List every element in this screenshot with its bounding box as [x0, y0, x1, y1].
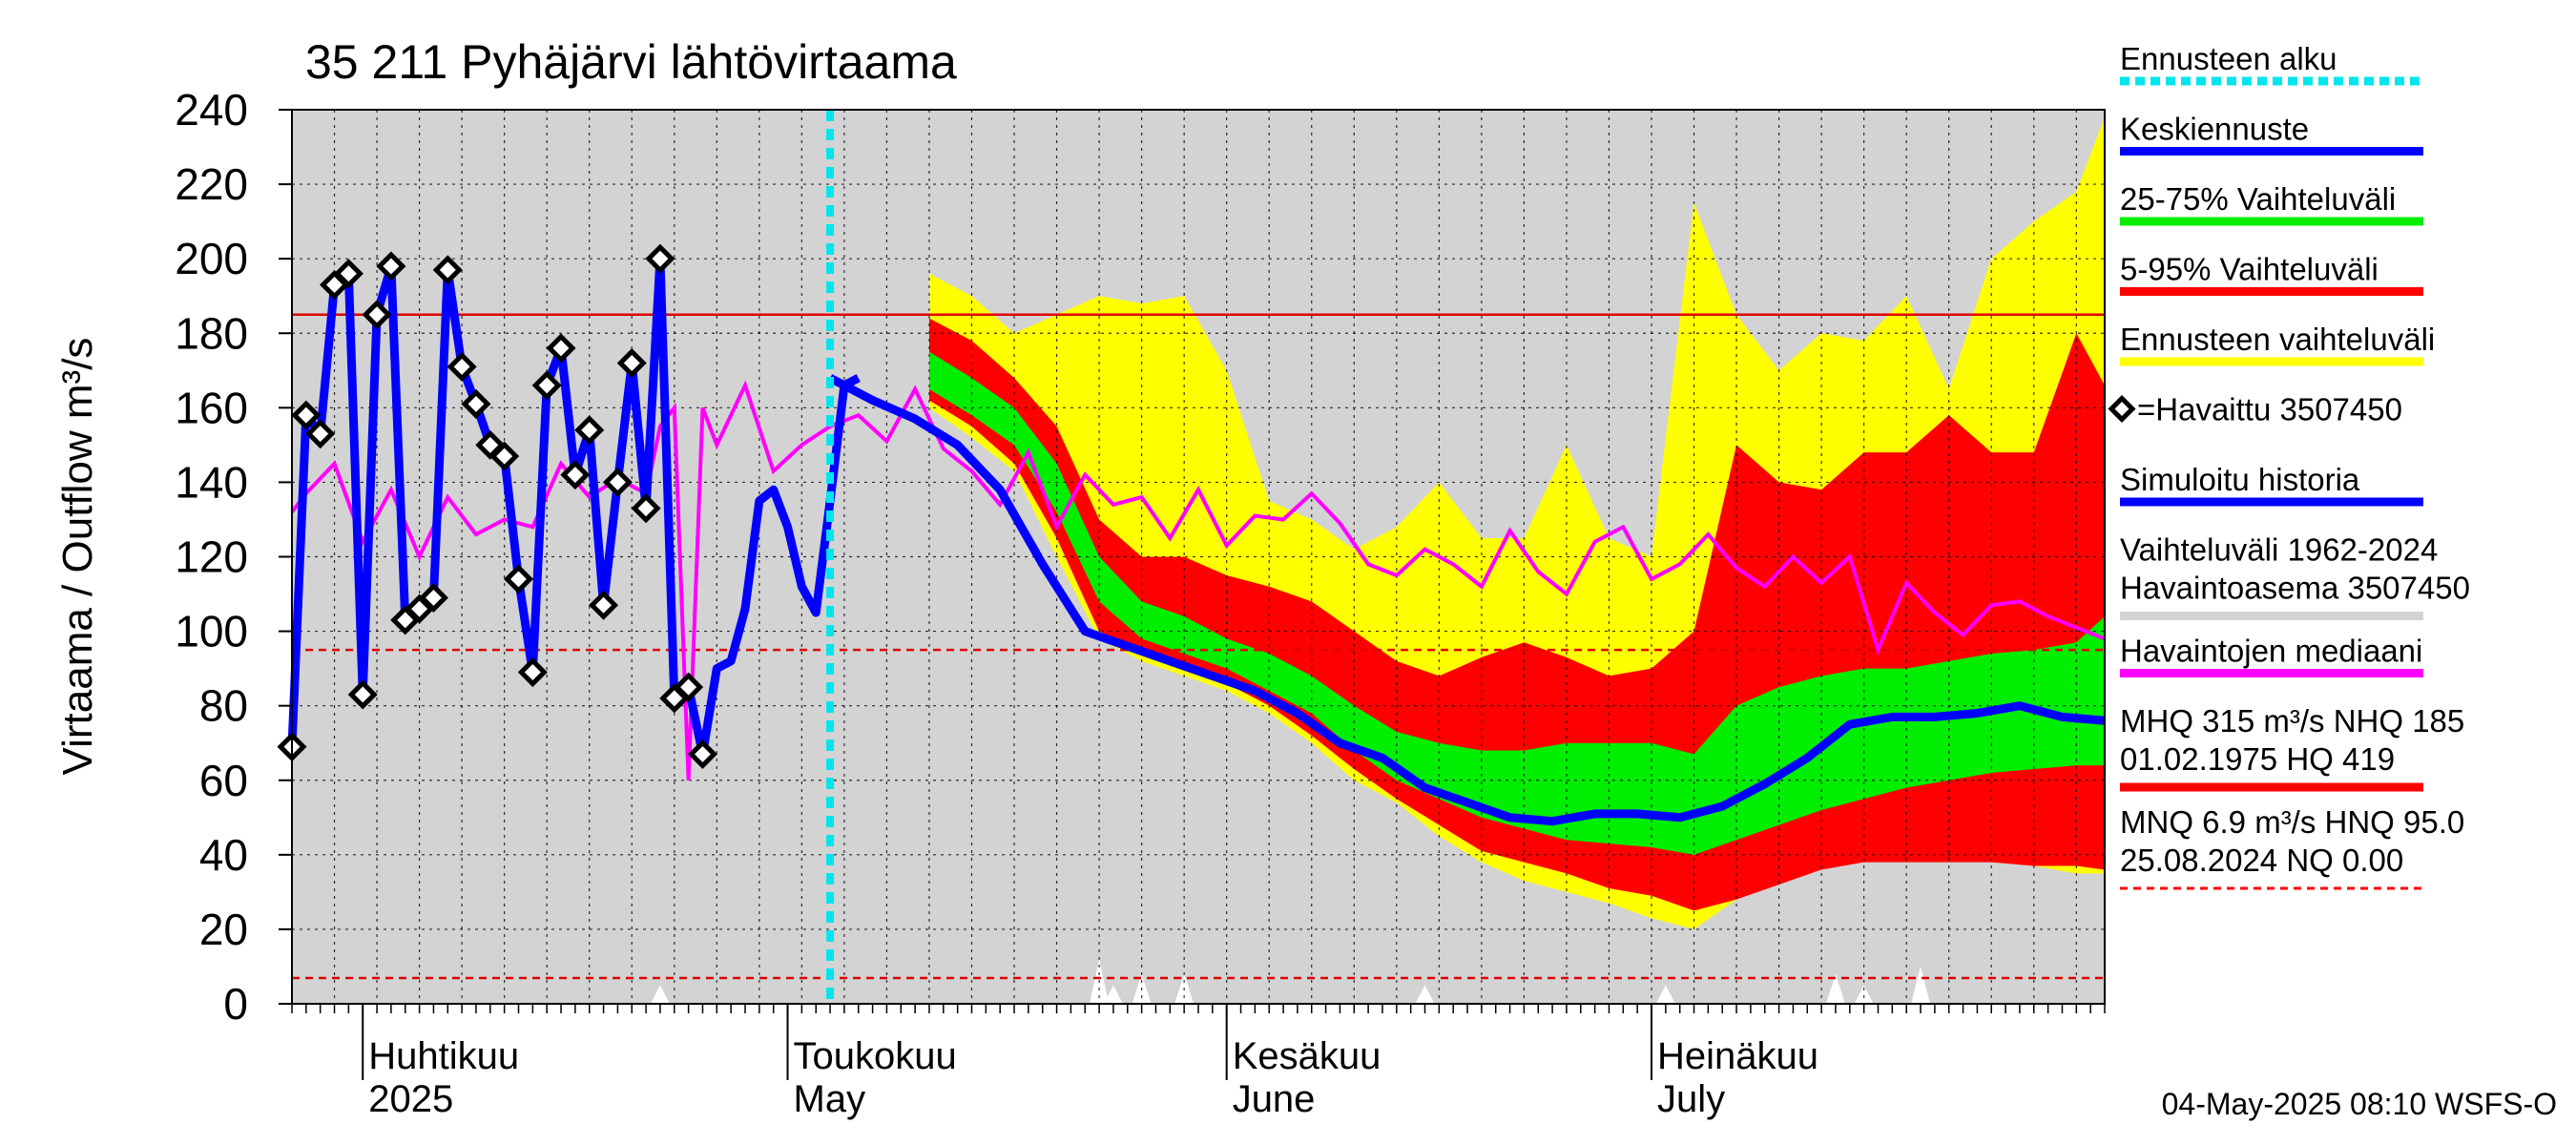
month-label-en: June [1233, 1078, 1316, 1120]
observed-marker [560, 460, 591, 490]
month-label-en: July [1657, 1078, 1725, 1120]
observed-marker [432, 255, 463, 285]
bottom-spike [1655, 985, 1675, 1004]
observed-marker [616, 347, 647, 379]
month-label-fi: Toukokuu [794, 1035, 957, 1077]
bottom-spike [1103, 985, 1123, 1004]
legend-label: 5-95% Vaihteluväli [2120, 252, 2379, 287]
legend-label-2: 01.02.1975 HQ 419 [2120, 741, 2395, 777]
axes: 0 20 40 60 80 100 120 140 160 180 200 220 240 Huhtiku… [54, 85, 2106, 1120]
y-tick-label: 100 [175, 607, 248, 656]
month-label-fi: Heinäkuu [1657, 1035, 1818, 1077]
observed-marker [461, 388, 491, 419]
observed-marker [447, 351, 477, 382]
legend-label: Simuloitu historia [2120, 462, 2360, 497]
observed-marker [546, 333, 576, 364]
month-label-fi: Huhtikuu [368, 1035, 519, 1077]
observed-marker [305, 419, 336, 449]
observed-marker [631, 493, 661, 524]
legend-label: =Havaittu 3507450 [2137, 392, 2402, 427]
y-axis-label: Virtaama / Outflow m³/s [54, 338, 101, 776]
y-tick-label: 200 [175, 234, 248, 283]
y-tick-label: 160 [175, 383, 248, 432]
observed-marker [333, 259, 364, 289]
plot-area [292, 110, 2105, 1004]
legend-label: Keskiennuste [2120, 112, 2309, 147]
chart-title: 35 211 Pyhäjärvi lähtövirtaama [305, 35, 957, 89]
observed-marker [517, 656, 548, 688]
mean-forecast-line [827, 374, 2106, 826]
legend-label: Ennusteen alku [2120, 41, 2337, 76]
observed-marker [503, 564, 534, 594]
observed-marker [589, 590, 619, 620]
legend-label: MHQ 315 m³/s NHQ 185 [2120, 703, 2464, 739]
observed-marker [674, 672, 704, 702]
grid [277, 109, 2106, 1005]
observed-marker [376, 251, 406, 281]
month-label-en: May [794, 1078, 866, 1120]
bottom-spike [1911, 966, 1931, 1004]
legend-label: Vaihteluväli 1962-2024 [2120, 532, 2438, 568]
observed-marker [602, 467, 633, 497]
legend-label: MNQ 6.9 m³/s HNQ 95.0 [2120, 804, 2464, 840]
observed-marker [362, 300, 392, 330]
observed-marker [418, 582, 448, 613]
bottom-spike [1825, 973, 1845, 1004]
y-tick-label: 240 [175, 85, 248, 135]
y-tick-label: 120 [175, 532, 248, 582]
observed-marker [687, 739, 718, 769]
y-tick-label: 20 [199, 905, 248, 954]
footer-timestamp: 04-May-2025 08:10 WSFS-O [2162, 1087, 2557, 1121]
p25-75-band [928, 351, 2105, 855]
legend-marker [2108, 394, 2136, 424]
observed-marker [489, 441, 520, 471]
observed-marker [531, 370, 562, 401]
y-tick-label: 40 [199, 830, 248, 880]
y-tick-label: 60 [199, 756, 248, 805]
legend-label-2: Havaintoasema 3507450 [2120, 571, 2470, 606]
y-tick-label: 140 [175, 457, 248, 507]
bottom-spike [1415, 985, 1435, 1004]
observed-marker [291, 400, 322, 430]
bottom-spike [1854, 985, 1874, 1004]
observed-marker [574, 415, 605, 446]
legend-label: 25-75% Vaihteluväli [2120, 181, 2396, 217]
observed-marker [645, 243, 675, 274]
y-tick-label: 80 [199, 681, 248, 731]
observed-marker [347, 679, 378, 710]
legend-label-2: 25.08.2024 NQ 0.00 [2120, 843, 2403, 878]
y-tick-label: 180 [175, 308, 248, 358]
y-tick-label: 0 [223, 979, 248, 1029]
legend: Ennusteen alku Keskiennuste 25-75% Vaihtel… [2108, 41, 2470, 890]
y-tick-label: 220 [175, 159, 248, 209]
bottom-spike [650, 985, 670, 1004]
legend-label: Ennusteen vaihteluväli [2120, 322, 2435, 357]
legend-label: Havaintojen mediaani [2120, 634, 2422, 669]
month-label-en: 2025 [368, 1078, 453, 1120]
month-label-fi: Kesäkuu [1233, 1035, 1381, 1077]
